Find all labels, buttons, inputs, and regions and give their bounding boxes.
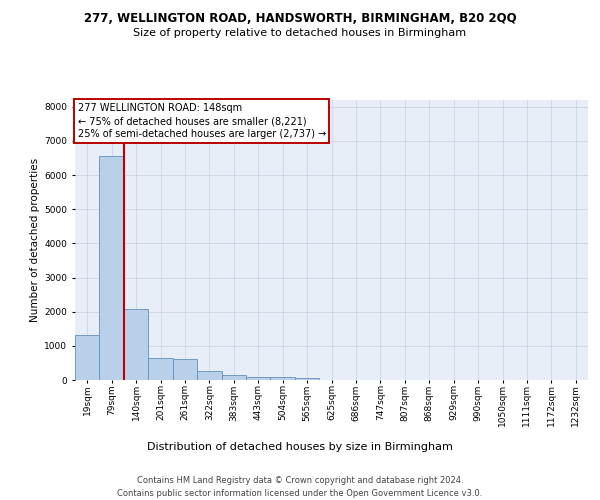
Bar bbox=[197, 371, 221, 380]
Bar bbox=[75, 336, 100, 380]
Text: Distribution of detached houses by size in Birmingham: Distribution of detached houses by size … bbox=[147, 442, 453, 452]
Text: 277, WELLINGTON ROAD, HANDSWORTH, BIRMINGHAM, B20 2QQ: 277, WELLINGTON ROAD, HANDSWORTH, BIRMIN… bbox=[83, 12, 517, 26]
Text: 277 WELLINGTON ROAD: 148sqm
← 75% of detached houses are smaller (8,221)
25% of : 277 WELLINGTON ROAD: 148sqm ← 75% of det… bbox=[77, 103, 326, 139]
Text: Contains HM Land Registry data © Crown copyright and database right 2024.
Contai: Contains HM Land Registry data © Crown c… bbox=[118, 476, 482, 498]
Bar bbox=[100, 156, 124, 380]
Text: Size of property relative to detached houses in Birmingham: Size of property relative to detached ho… bbox=[133, 28, 467, 38]
Bar bbox=[271, 378, 295, 380]
Bar bbox=[246, 376, 271, 380]
Bar bbox=[148, 358, 173, 380]
Bar bbox=[124, 309, 148, 380]
Bar bbox=[221, 375, 246, 380]
Bar bbox=[173, 359, 197, 380]
Y-axis label: Number of detached properties: Number of detached properties bbox=[30, 158, 40, 322]
Bar bbox=[295, 378, 319, 380]
